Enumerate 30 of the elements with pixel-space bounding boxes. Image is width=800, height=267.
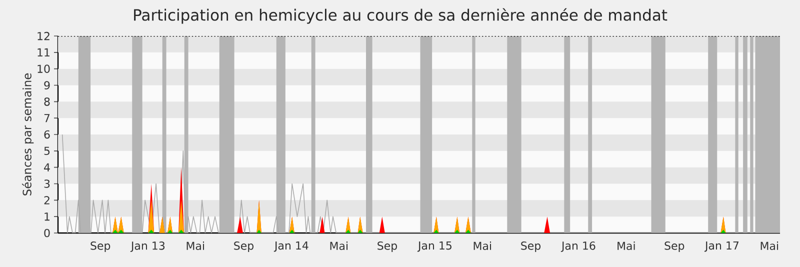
x-tick-label: Sep: [378, 242, 397, 252]
x-tick-label: Mai: [760, 242, 778, 250]
y-tick-label: 7: [44, 114, 50, 122]
y-tick-label: 10: [38, 64, 50, 73]
y-tick-label: 3: [44, 180, 50, 188]
x-tick-label: Sep: [521, 242, 541, 252]
y-tick-label: 11: [38, 48, 50, 56]
x-tick-label: Mai: [330, 242, 348, 250]
chart-title: Participation en hemicycle au cours de sa dernière année de mandat: [134, 8, 668, 24]
x-tick-label: Mai: [618, 242, 635, 250]
x-tick-label: Jan 16: [560, 242, 596, 252]
x-tick-label: Sep: [90, 242, 110, 252]
x-tick-label: Mai: [186, 242, 204, 250]
y-tick-label: 2: [44, 196, 50, 204]
x-tick-label: Jan 14: [274, 242, 308, 252]
y-axis-title: Séances par semaine: [22, 73, 34, 196]
x-tick-label: Mai: [474, 242, 492, 250]
y-tick-label: 9: [44, 81, 50, 90]
x-tick-label: Sep: [664, 242, 684, 252]
x-tick-label: Jan 13: [130, 242, 165, 252]
x-tick-label: Jan 15: [417, 242, 452, 252]
y-tick-label: 4: [44, 163, 50, 172]
y-tick-label: 1: [44, 212, 50, 221]
x-tick-label: Jan 17: [704, 242, 738, 252]
y-tick-label: 0: [44, 228, 50, 238]
y-tick-label: 12: [38, 32, 50, 40]
y-tick-label: 6: [44, 130, 50, 139]
y-tick-label: 8: [44, 98, 50, 106]
x-tick-label: Sep: [234, 242, 254, 252]
y-tick-label: 5: [44, 146, 50, 156]
